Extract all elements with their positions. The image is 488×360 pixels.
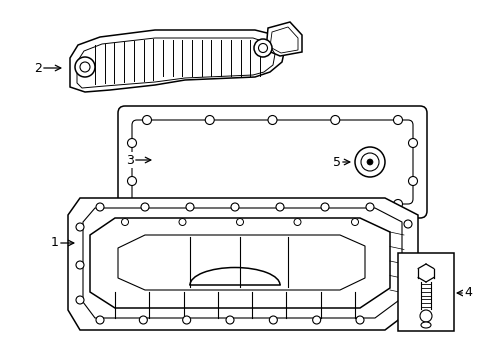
Circle shape [275,203,284,211]
Circle shape [205,116,214,125]
Circle shape [96,203,104,211]
Text: 3: 3 [126,153,134,166]
Circle shape [258,44,267,53]
Circle shape [293,219,301,225]
Text: 5: 5 [332,156,340,168]
Circle shape [80,62,90,72]
Circle shape [141,203,149,211]
Circle shape [355,316,363,324]
Circle shape [403,220,411,228]
Circle shape [121,219,128,225]
Text: 4: 4 [463,287,471,300]
Polygon shape [68,198,417,330]
Circle shape [139,316,147,324]
Polygon shape [118,235,364,290]
Circle shape [179,219,185,225]
Circle shape [269,316,277,324]
Circle shape [419,310,431,322]
Circle shape [142,116,151,125]
Circle shape [403,294,411,302]
Circle shape [236,219,243,225]
Polygon shape [265,22,302,56]
Ellipse shape [420,322,430,328]
Circle shape [127,176,136,185]
Circle shape [225,316,234,324]
Circle shape [205,199,214,208]
Circle shape [351,219,358,225]
Circle shape [96,316,104,324]
Circle shape [253,39,271,57]
Circle shape [76,223,84,231]
Circle shape [76,296,84,304]
Bar [397,253,453,331]
Circle shape [407,139,417,148]
Circle shape [76,261,84,269]
Circle shape [366,159,372,165]
Circle shape [312,316,320,324]
Circle shape [142,199,151,208]
Circle shape [360,153,378,171]
Circle shape [75,57,95,77]
Circle shape [393,116,402,125]
Circle shape [230,203,239,211]
Circle shape [330,199,339,208]
FancyBboxPatch shape [132,120,412,204]
Circle shape [320,203,328,211]
Circle shape [393,199,402,208]
Circle shape [185,203,194,211]
FancyBboxPatch shape [118,106,426,218]
Polygon shape [90,218,389,308]
Circle shape [127,139,136,148]
Circle shape [407,176,417,185]
Circle shape [354,147,384,177]
Text: 2: 2 [34,62,42,75]
Circle shape [267,116,276,125]
Polygon shape [70,30,285,92]
Circle shape [403,256,411,264]
Circle shape [365,203,373,211]
Circle shape [183,316,190,324]
Text: 1: 1 [51,237,59,249]
Circle shape [267,199,276,208]
Circle shape [330,116,339,125]
